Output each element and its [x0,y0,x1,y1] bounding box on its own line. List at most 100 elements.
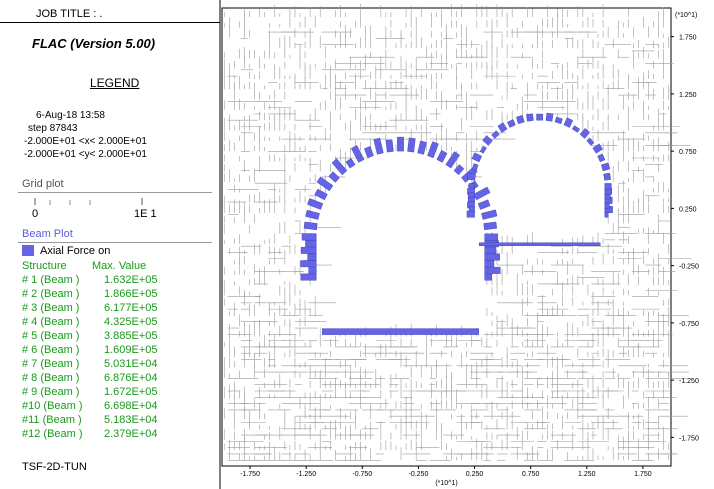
app-version: FLAC (Version 5.00) [32,36,156,51]
beam-force-bar [484,246,497,254]
structure-name: # 9 (Beam ) [22,386,80,398]
x-tick-label: -1.750 [240,471,260,478]
beam-force-bar [484,260,495,268]
beam-floor [478,242,601,246]
plot-date: 6-Aug-18 13:58 [36,110,105,121]
beam-force-bar [603,172,611,181]
beam-force-bar [453,164,465,176]
beam-force-bar [604,183,612,191]
beam-force-bar [305,240,317,248]
beam-force-bar [516,115,525,125]
beam-force-bar [445,151,460,169]
beam-force-bar [397,136,404,152]
beam-force-bar [316,176,334,192]
structure-name: #12 (Beam ) [22,428,83,440]
structure-name: # 1 (Beam ) [22,274,80,286]
structure-name: # 3 (Beam ) [22,302,80,314]
structure-max-value: 6.177E+05 [104,302,158,314]
beam-force-bar [467,172,476,181]
beam-force-bar [300,273,317,281]
beam-force-bar [592,143,603,154]
structure-name: # 6 (Beam ) [22,344,80,356]
small-tunnel-beams [466,112,613,246]
beam-force-bar [331,158,348,176]
beam-force-bar [305,209,320,220]
structure-name: #11 (Beam ) [22,414,82,426]
beam-force-bar [597,153,606,163]
y-axis-multiplier: (*10^1) [675,12,697,19]
beam-force-bar [307,198,324,210]
beam-force-bar [481,209,498,220]
beam-force-bar [586,137,595,146]
y-tick-label: -1.750 [679,435,699,442]
grid-scale-max: 1E 1 [134,208,157,220]
beam-plot-divider [18,242,212,243]
beam-force-bar [554,116,563,125]
x-tick-label: 1.750 [634,471,652,478]
structure-max-value: 6.876E+04 [104,372,158,384]
beam-force-bar [477,199,491,210]
beam-force-bar [571,125,580,133]
beam-force-bar [373,137,384,155]
large-tunnel-beams [300,136,501,335]
beam-force-bar [536,113,544,121]
job-title: JOB TITLE : . [36,8,103,20]
structure-name: # 8 (Beam ) [22,372,80,384]
structure-max-value: 6.698E+04 [104,400,158,412]
structure-name: # 7 (Beam ) [22,358,80,370]
beam-force-bar [479,145,487,154]
beam-force-bar [364,146,374,159]
beam-force-bar [436,150,448,163]
beam-force-bar [385,139,394,153]
structure-max-value: 1.866E+05 [104,288,158,300]
beam-floor [321,328,479,335]
beam-force-bar [417,140,427,155]
beam-force-bar [466,210,475,218]
x-tick-label: 0.250 [466,471,484,478]
legend-title: LEGEND [90,76,140,90]
structure-max-value: 4.325E+05 [104,316,158,328]
structure-max-value: 3.885E+05 [104,330,158,342]
axis-ticks: -1.750 -1.250 -0.750 -0.250 0.250 0.750 1.250 1… [240,12,699,487]
beam-force-bar [300,246,317,254]
beam-force-bar [427,141,439,159]
structure-name: # 4 (Beam ) [22,316,80,328]
grid-plot-label: Grid plot [22,178,64,190]
x-tick-label: 1.250 [578,471,596,478]
beam-force-bar [526,113,534,122]
x-tick-label: -0.250 [409,471,429,478]
structure-max-value: 2.379E+04 [104,428,158,440]
beam-force-bar [471,163,479,172]
y-tick-label: -1.250 [679,378,699,385]
grid-scale-min: 0 [32,208,39,220]
x-range: -2.000E+01 <x< 2.000E+01 [24,136,147,147]
beam-force-bar [471,152,483,163]
beam-force-bar [303,221,318,231]
y-tick-label: -0.250 [679,264,699,271]
max-value-header: Max. Value [92,260,147,272]
beam-force-bar [473,186,491,201]
beam-force-bar [328,171,340,183]
beam-force-bar [351,145,365,163]
beam-force-bar [484,273,492,281]
beam-force-bar [507,119,516,128]
beam-force-bar [307,253,317,261]
beam-force-bar [491,130,500,139]
beam-force-bar [497,122,508,133]
beam-force-bar [484,233,498,241]
beam-plot-label: Beam Plot [22,228,73,240]
beam-force-bar [601,162,611,172]
header-divider [0,22,220,23]
beam-force-bar [579,127,591,139]
x-tick-label: 0.750 [522,471,540,478]
y-tick-label: -0.750 [679,321,699,328]
x-tick-label: -1.250 [296,471,316,478]
beam-force-bar [483,221,497,231]
beam-force-bar [545,112,554,122]
beam-force-bar [308,266,317,274]
axial-force-label: Axial Force on [40,245,111,257]
structure-max-value: 1.609E+05 [104,344,158,356]
x-tick-label: -0.750 [352,471,372,478]
y-tick-label: 0.750 [679,149,697,156]
